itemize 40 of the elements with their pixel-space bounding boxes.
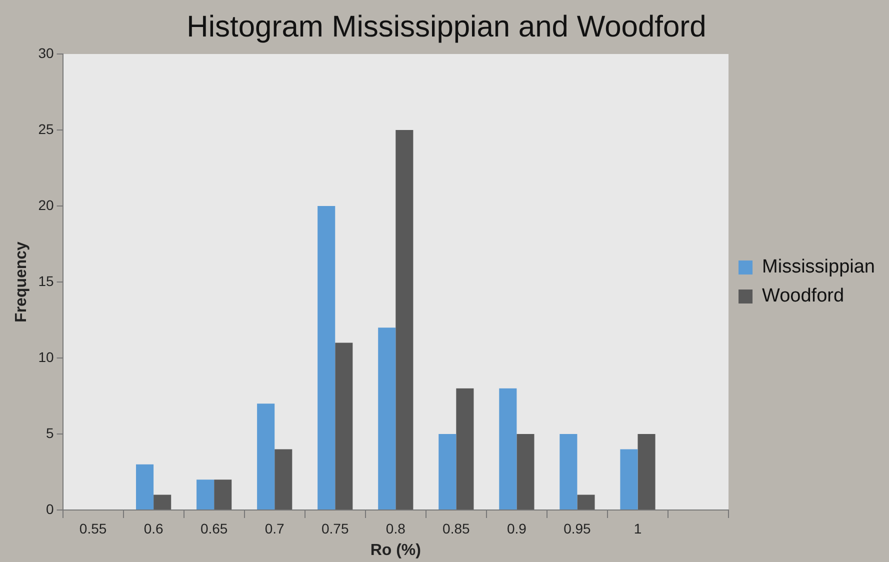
- bar: [274, 449, 292, 510]
- x-tick-label: 0.55: [79, 520, 107, 536]
- bar: [318, 206, 336, 510]
- y-tick-label: 20: [38, 196, 54, 213]
- x-tick-label: 0.85: [442, 520, 470, 536]
- bar: [499, 388, 517, 510]
- y-tick-label: 5: [46, 424, 54, 441]
- bar: [257, 404, 275, 510]
- y-tick-label: 10: [38, 348, 54, 365]
- y-tick-label: 25: [38, 120, 54, 137]
- x-tick-label: 0.8: [386, 520, 406, 536]
- x-tick-label: 0.6: [144, 520, 164, 536]
- bar: [154, 494, 172, 510]
- bar: [396, 130, 414, 510]
- bar: [214, 480, 232, 510]
- x-tick-label: 0.75: [322, 520, 349, 536]
- bar: [196, 480, 214, 510]
- x-tick-label: 0.7: [264, 520, 285, 536]
- x-tick-label: 0.9: [506, 520, 527, 536]
- y-tick-label: 0: [46, 500, 54, 517]
- bar: [516, 434, 534, 510]
- legend-label: Woodford: [762, 286, 844, 307]
- bar: [456, 388, 474, 510]
- y-tick-label: 15: [38, 272, 54, 289]
- bar: [560, 434, 578, 510]
- x-tick-label: 0.65: [200, 520, 228, 536]
- x-tick-label: 1: [634, 520, 642, 536]
- y-tick-label: 30: [38, 44, 54, 61]
- bar: [638, 434, 656, 510]
- bar: [136, 464, 154, 510]
- x-tick-label: 0.95: [564, 520, 592, 536]
- bar: [438, 434, 456, 510]
- bar: [577, 494, 595, 510]
- bar: [335, 342, 353, 510]
- bar: [378, 328, 396, 510]
- chart-title: Histogram Mississippian and Woodford: [186, 10, 706, 44]
- x-axis-title: Ro (%): [370, 542, 421, 559]
- y-axis-title: Frequency: [13, 241, 30, 322]
- bar: [620, 449, 638, 510]
- legend-label: Mississippian: [762, 256, 876, 278]
